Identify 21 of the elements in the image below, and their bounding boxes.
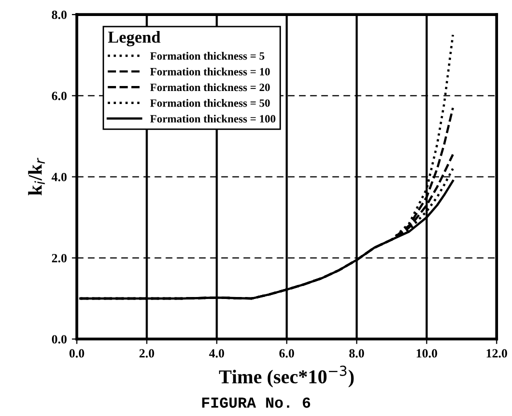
x-tick-label: 6.0 [279, 349, 294, 358]
legend-label: Formation thickness = 10 [150, 68, 270, 76]
y-tick-label: 6.0 [52, 92, 67, 100]
legend-label: Formation thickness = 50 [150, 99, 270, 107]
y-tick-label: 8.0 [52, 10, 67, 20]
legend-title: Legend [108, 31, 160, 46]
y-axis-title: k$_{i}$/k$_{r}$ [28, 158, 45, 196]
x-axis-title: Time (sec*10$^{−3}$) [219, 366, 354, 388]
y-tick-label: 4.0 [52, 172, 67, 182]
y-tick-label: 2.0 [52, 254, 67, 262]
legend-label: Formation thickness = 5 [150, 52, 264, 60]
x-tick-label: 8.0 [349, 349, 364, 358]
x-tick-label: 10.0 [416, 349, 438, 358]
y-tick-label: 0.0 [52, 335, 67, 344]
legend-label: Formation thickness = 20 [150, 83, 270, 92]
legend-label: Formation thickness = 100 [150, 114, 276, 123]
x-tick-label: 4.0 [209, 349, 224, 358]
x-tick-label: 2.0 [139, 349, 154, 358]
x-tick-label: 0.0 [69, 349, 84, 358]
text: FIGURA No. 6 [202, 397, 310, 408]
x-tick-label: 12.0 [486, 349, 508, 358]
